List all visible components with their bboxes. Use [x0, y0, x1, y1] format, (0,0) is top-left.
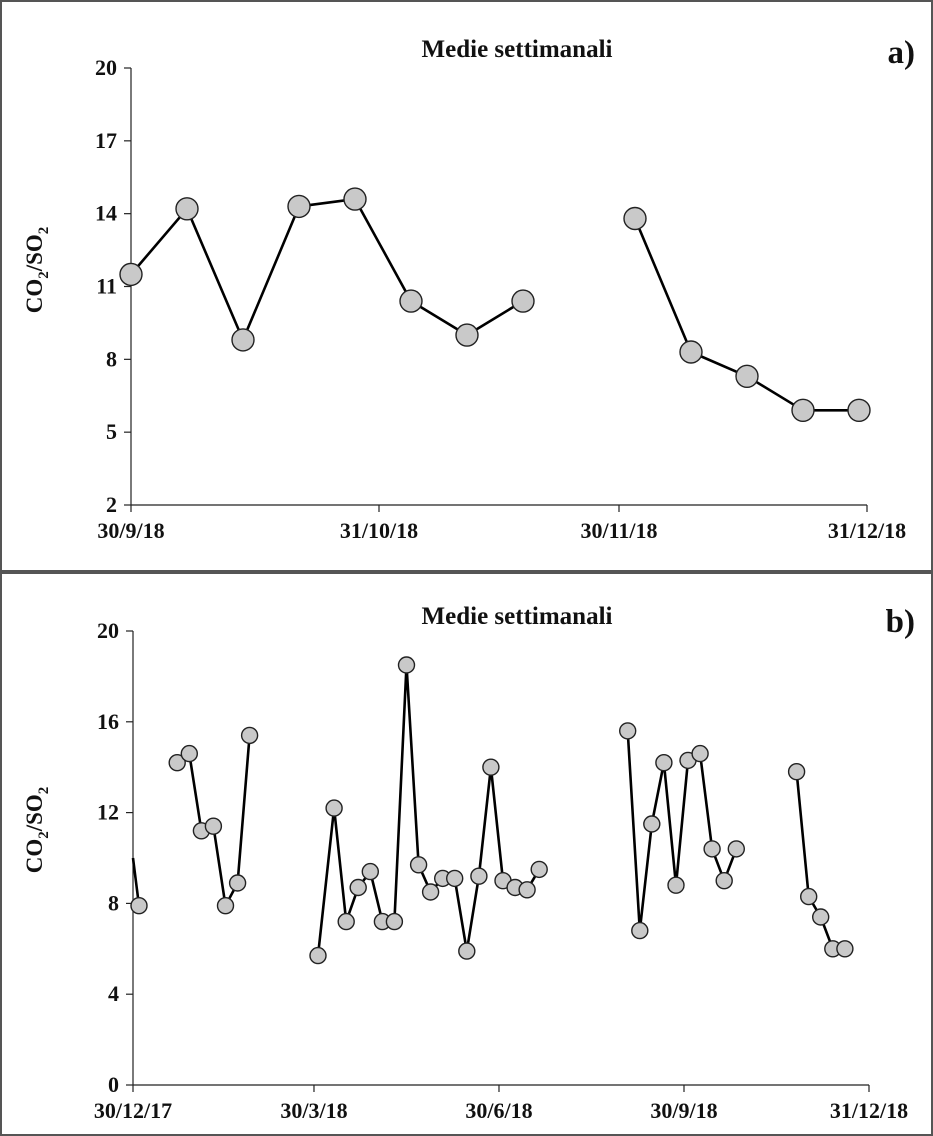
panel-b-data-point — [631, 921, 649, 940]
panel-b-data-point — [168, 754, 186, 772]
panel-b-data-point — [812, 908, 830, 926]
panel-b-data-point — [240, 726, 259, 745]
panel-b-data-point — [691, 744, 709, 763]
panel-a-ylabel-sub2: 2 — [36, 227, 52, 235]
panel-b-data-point — [619, 722, 637, 740]
panel-a-y-tick-label: 5 — [106, 419, 117, 444]
panel-a-data-point — [791, 398, 815, 422]
panel-a-x-tick-label: 30/11/18 — [580, 518, 657, 543]
panel-b-data-point — [703, 840, 721, 858]
panel-b-data-point — [643, 815, 661, 833]
panel-b-data-point — [787, 763, 806, 781]
panel-b-data-point — [309, 946, 327, 965]
panel-a-x-tick-label: 31/10/18 — [340, 518, 418, 543]
panel-a-axes: 2 5 8 11 14 17 20 30/9/18 31/10/18 30/11/18 31/12/… — [95, 55, 906, 543]
panel-a-x-tick-label: 31/12/18 — [828, 518, 906, 543]
panel-b-y-tick-label: 0 — [108, 1072, 119, 1097]
panel-b-data-point — [446, 869, 464, 888]
panel-a-data-point — [679, 340, 703, 364]
panel-a-series — [119, 187, 871, 422]
panel-b-x-tick-label: 30/9/18 — [650, 1098, 717, 1123]
panel-b-x-tick-label: 30/6/18 — [465, 1098, 532, 1123]
panel-b-x-tick-label: 31/12/18 — [830, 1098, 908, 1123]
panel-b-data-point — [655, 754, 673, 772]
panel-b-ylabel-co: CO — [22, 839, 47, 874]
panel-b-data-point — [518, 881, 536, 899]
panel-b-axes: 0 4 8 12 16 20 30/12/17 30/3/18 30/6/18 30/9/18 31… — [94, 618, 908, 1123]
panel-b-data-point — [337, 912, 355, 931]
panel-a-y-tick-label: 14 — [95, 201, 117, 226]
panel-b-series-line — [626, 730, 738, 932]
panel-a-ylabel-so: /SO — [22, 234, 47, 272]
panel-b-ylabel-so: /SO — [22, 794, 47, 832]
panel-b-data-point — [361, 862, 379, 881]
panel-a-data-point — [511, 289, 535, 313]
panel-b-letter: b) — [886, 604, 915, 640]
panel-b-chart: Medie settimanali b) CO2/SO2 04812162030… — [0, 572, 933, 1136]
panel-a-data-point — [847, 398, 871, 422]
panel-b-data-point — [482, 758, 500, 776]
panel-a-data-point — [231, 328, 255, 352]
panel-b-x-tick-label: 30/3/18 — [280, 1098, 347, 1123]
panel-a-data-point — [175, 197, 199, 221]
panel-b-data-point — [458, 942, 476, 960]
panel-b-ylabel-sub1: 2 — [36, 831, 52, 839]
panel-b-series — [130, 656, 854, 965]
panel-b-data-point — [421, 883, 440, 901]
panel-b-frame — [0, 572, 933, 1136]
panel-b-data-point — [715, 872, 733, 890]
panel-a-series-line — [130, 197, 524, 342]
panel-a-y-tick-label: 20 — [95, 55, 117, 80]
panel-a-ylabel-sub1: 2 — [36, 271, 52, 279]
panel-b-data-point — [727, 840, 745, 858]
panel-b-title: Medie settimanali — [422, 603, 613, 630]
panel-b-ylabel: CO2/SO2 — [22, 787, 52, 874]
panel-b-y-tick-label: 4 — [108, 981, 119, 1006]
panel-b-data-point — [325, 799, 343, 817]
panel-b-data-point — [409, 856, 428, 874]
panel-b-y-tick-label: 20 — [97, 618, 119, 643]
panel-a-data-point — [399, 289, 423, 313]
panel-b-series-line — [316, 663, 541, 956]
panel-b-ylabel-sub2: 2 — [36, 787, 52, 795]
panel-b-data-point — [836, 940, 854, 958]
panel-a-y-tick-label: 11 — [96, 274, 117, 299]
panel-a-title: Medie settimanali — [422, 36, 613, 63]
panel-b-data-point — [470, 867, 488, 885]
panel-a-data-point — [623, 206, 647, 231]
panel-a-data-point — [455, 323, 479, 347]
panel-b-data-point — [385, 912, 404, 931]
panel-a-data-point — [119, 262, 143, 287]
panel-b-data-point — [216, 897, 235, 915]
panel-a-data-point — [735, 364, 759, 388]
panel-b-data-point — [667, 876, 685, 894]
panel-a-y-tick-label: 2 — [106, 492, 117, 517]
panel-a-y-tick-label: 8 — [106, 346, 117, 371]
panel-b-data-point — [530, 860, 548, 879]
panel-a-chart: Medie settimanali a) CO2/SO2 25811141720… — [0, 0, 933, 572]
panel-a-letter: a) — [888, 35, 916, 71]
panel-b-y-tick-label: 8 — [108, 890, 119, 915]
panel-b-data-point — [180, 744, 199, 763]
panel-a-ylabel: CO2/SO2 — [22, 227, 52, 314]
panel-a-frame — [0, 0, 933, 572]
panel-a-data-point — [343, 187, 367, 211]
panel-b-y-tick-label: 12 — [97, 800, 119, 825]
panel-b-data-point — [397, 656, 416, 674]
panel-a-y-tick-label: 17 — [95, 128, 117, 153]
panel-b-data-point — [130, 897, 148, 915]
panel-b-x-tick-label: 30/12/17 — [94, 1098, 172, 1123]
panel-b-y-tick-label: 16 — [97, 709, 119, 734]
panel-b-data-point — [228, 874, 247, 892]
panel-a-ylabel-co: CO — [22, 279, 47, 314]
panel-b-data-point — [204, 817, 223, 835]
panel-a-data-point — [287, 194, 311, 219]
panel-a-x-tick-label: 30/9/18 — [97, 518, 164, 543]
panel-b-data-point — [800, 887, 818, 906]
panel-b-data-point — [349, 878, 367, 897]
